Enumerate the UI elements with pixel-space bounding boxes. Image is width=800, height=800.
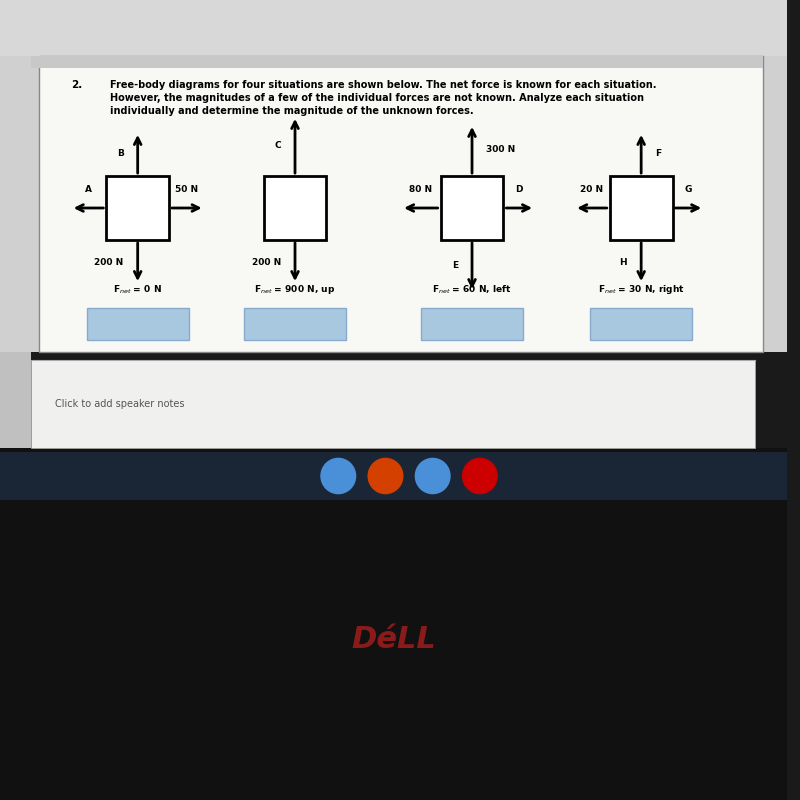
Text: D: D [515,185,523,194]
Circle shape [368,458,402,494]
Bar [0,56,786,352]
Text: H: H [619,258,627,266]
Bar [86,308,189,340]
Circle shape [415,458,450,494]
Text: A: A [85,185,92,194]
Text: B: B [117,150,123,158]
Text: 80 N: 80 N [410,185,433,194]
Text: 2.: 2. [71,80,82,90]
Text: 20 N: 20 N [581,185,603,194]
Bar [610,176,673,240]
Text: 300 N: 300 N [486,146,515,154]
Text: Free-body diagrams for four situations are shown below. The net force is known f: Free-body diagrams for four situations a… [110,80,657,116]
Text: DéLL: DéLL [351,626,436,654]
Bar [39,56,763,352]
Text: Click to add speaker notes: Click to add speaker notes [55,399,185,409]
Circle shape [321,458,355,494]
Circle shape [462,458,497,494]
Bar [31,360,755,448]
Text: F$_{net}$ = 900 N, up: F$_{net}$ = 900 N, up [254,283,335,296]
Bar [0,448,786,800]
Text: G: G [685,185,692,194]
Text: C: C [274,142,281,150]
Bar [0,0,786,56]
Bar [263,176,326,240]
Bar [441,176,503,240]
Text: F$_{net}$ = 0 N: F$_{net}$ = 0 N [114,283,162,296]
Bar [31,56,763,68]
Bar [244,308,346,340]
Text: F: F [655,150,662,158]
Bar [106,176,169,240]
Text: F$_{net}$ = 30 N, right: F$_{net}$ = 30 N, right [598,283,685,296]
Bar [0,56,31,448]
Bar [421,308,523,340]
Text: E: E [452,262,458,270]
Text: 200 N: 200 N [252,258,281,266]
Text: 200 N: 200 N [94,258,123,266]
Text: F$_{net}$ = 60 N, left: F$_{net}$ = 60 N, left [432,283,512,296]
Bar [590,308,692,340]
Text: 50 N: 50 N [175,185,198,194]
Bar [0,452,786,500]
